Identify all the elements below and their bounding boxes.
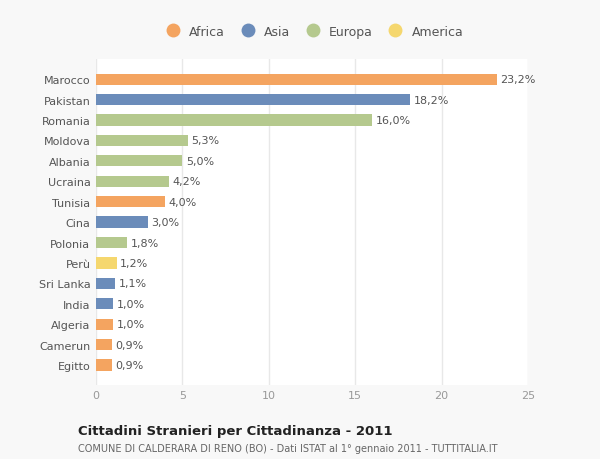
Text: 1,0%: 1,0% bbox=[117, 299, 145, 309]
Text: 0,9%: 0,9% bbox=[115, 360, 143, 370]
Bar bbox=[96, 176, 169, 187]
Legend: Africa, Asia, Europa, America: Africa, Asia, Europa, America bbox=[155, 21, 469, 44]
Text: 5,0%: 5,0% bbox=[186, 157, 214, 167]
Bar bbox=[96, 319, 113, 330]
Text: 23,2%: 23,2% bbox=[500, 75, 536, 85]
Bar bbox=[96, 74, 497, 86]
Text: 1,2%: 1,2% bbox=[120, 258, 148, 269]
Text: 16,0%: 16,0% bbox=[376, 116, 411, 126]
Text: 1,8%: 1,8% bbox=[131, 238, 159, 248]
Text: COMUNE DI CALDERARA DI RENO (BO) - Dati ISTAT al 1° gennaio 2011 - TUTTITALIA.IT: COMUNE DI CALDERARA DI RENO (BO) - Dati … bbox=[78, 443, 497, 453]
Bar bbox=[96, 217, 148, 228]
Bar bbox=[96, 95, 410, 106]
Text: 0,9%: 0,9% bbox=[115, 340, 143, 350]
Bar bbox=[96, 278, 115, 289]
Text: 18,2%: 18,2% bbox=[414, 95, 449, 106]
Bar bbox=[96, 156, 182, 167]
Bar bbox=[96, 115, 373, 126]
Text: Cittadini Stranieri per Cittadinanza - 2011: Cittadini Stranieri per Cittadinanza - 2… bbox=[78, 424, 392, 437]
Text: 4,2%: 4,2% bbox=[172, 177, 200, 187]
Bar bbox=[96, 258, 117, 269]
Text: 3,0%: 3,0% bbox=[151, 218, 179, 228]
Bar bbox=[96, 339, 112, 350]
Bar bbox=[96, 135, 188, 147]
Text: 5,3%: 5,3% bbox=[191, 136, 219, 146]
Bar bbox=[96, 237, 127, 249]
Text: 1,0%: 1,0% bbox=[117, 319, 145, 330]
Bar bbox=[96, 359, 112, 371]
Bar bbox=[96, 298, 113, 310]
Text: 4,0%: 4,0% bbox=[169, 197, 197, 207]
Bar bbox=[96, 196, 165, 208]
Text: 1,1%: 1,1% bbox=[118, 279, 146, 289]
